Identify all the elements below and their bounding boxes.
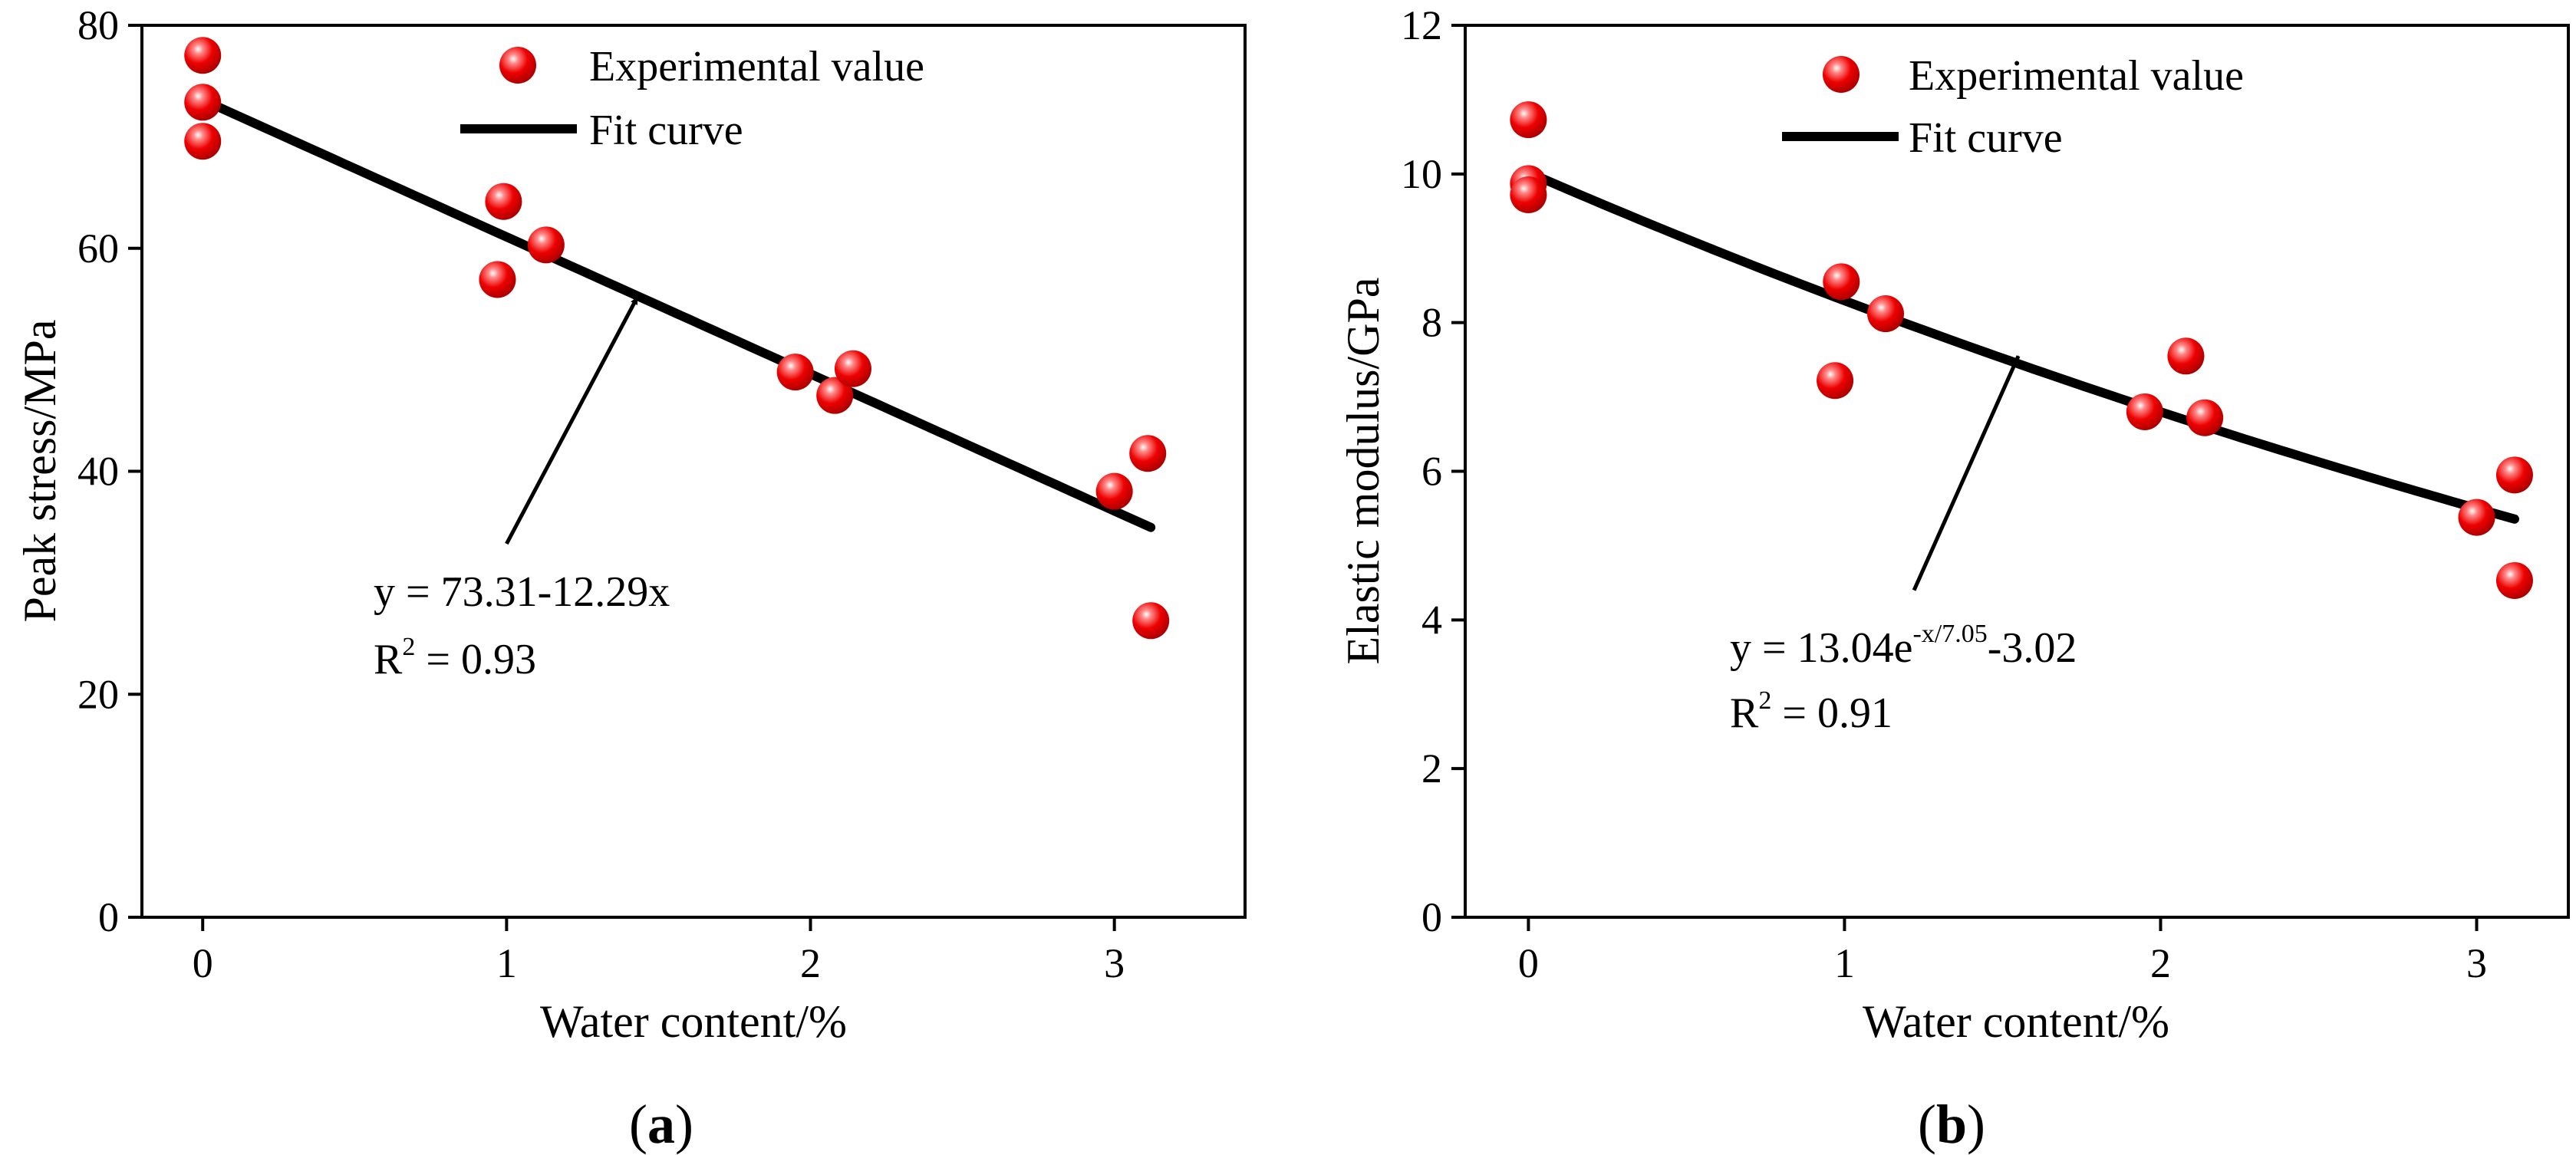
x-axis-label-a: Water content/% (540, 996, 847, 1047)
annotation-arrow-a (505, 296, 639, 545)
y-tick-label: 80 (77, 2, 119, 48)
data-point-b-11 (2495, 561, 2533, 599)
panel-label-b: (b) (1918, 1094, 1985, 1155)
data-point-b-3 (1817, 362, 1854, 400)
y-tick-label: 4 (1421, 597, 1442, 643)
r-squared-b: R2 = 0.91 (1730, 686, 1892, 737)
panel-letter-b: b (1936, 1094, 1967, 1155)
chart-panel-a: 0 1 2 3 0 20 40 60 80 Experimental value Fit cur… (15, 2, 1247, 1155)
data-point-b-8 (2186, 399, 2224, 436)
fit-equation-a: y = 73.31-12.29x (374, 568, 670, 616)
data-point-a-10 (1129, 435, 1167, 472)
x-tick-label: 3 (1104, 940, 1125, 986)
fit-curve-a (198, 95, 1156, 532)
r-squared-prefix-b: R (1730, 689, 1759, 737)
y-axis-label-b: Elastic modulus/GPa (1338, 278, 1388, 665)
data-point-b-0 (1510, 101, 1547, 139)
y-tick-label: 6 (1421, 449, 1442, 495)
y-axis-label-a: Peak stress/MPa (15, 320, 65, 623)
legend-point-marker-a (499, 47, 536, 84)
y-tick-label: 0 (1421, 894, 1442, 940)
x-tick-label: 1 (1834, 940, 1855, 986)
panel-paren-open-a: ( (629, 1094, 647, 1155)
data-points-a (184, 37, 1170, 640)
data-point-a-11 (1132, 602, 1170, 640)
y-tick-label: 12 (1401, 2, 1442, 48)
x-tick-label: 2 (2150, 940, 2171, 986)
legend-fit-label-a: Fit curve (589, 107, 743, 154)
y-tick-label: 2 (1421, 745, 1442, 791)
r-squared-value-b: = 0.91 (1771, 689, 1892, 737)
fit-equation-prefix-b: y = 13.04e (1730, 624, 1912, 672)
r-squared-value-a: = 0.93 (415, 636, 536, 683)
fit-equation-b: y = 13.04e-x/7.05-3.02 (1730, 620, 2077, 672)
legend-b: Experimental value Fit curve (1782, 52, 2244, 162)
data-point-a-0 (184, 37, 222, 74)
r-squared-a: R2 = 0.93 (374, 633, 536, 683)
legend-points-label-a: Experimental value (589, 43, 924, 90)
legend-fit-label-b: Fit curve (1909, 114, 2063, 162)
data-point-a-1 (184, 84, 222, 121)
data-point-b-6 (2126, 393, 2163, 430)
panel-letter-a: a (647, 1094, 675, 1155)
r-squared-sup-b: 2 (1758, 686, 1771, 715)
data-point-a-5 (527, 226, 565, 264)
x-tick-label: 0 (1518, 940, 1539, 986)
data-point-a-9 (1095, 472, 1133, 510)
tick-group-a: 0 1 2 3 0 20 40 60 80 (77, 2, 1125, 986)
y-tick-label: 0 (98, 894, 119, 940)
r-squared-sup-a: 2 (402, 633, 415, 661)
data-point-b-9 (2458, 499, 2495, 536)
data-point-b-2 (1510, 176, 1547, 213)
data-point-b-4 (1823, 263, 1860, 301)
fit-equation-suffix-b: -3.02 (1988, 624, 2077, 672)
y-tick-label: 20 (77, 671, 119, 717)
legend-a: Experimental value Fit curve (460, 43, 924, 154)
data-point-a-3 (479, 261, 516, 298)
data-point-a-4 (485, 183, 522, 220)
x-tick-label: 1 (496, 940, 517, 986)
y-tick-label: 8 (1421, 300, 1442, 346)
legend-point-marker-b (1823, 56, 1860, 93)
data-point-b-10 (2495, 456, 2533, 494)
y-tick-label: 60 (77, 225, 119, 271)
r-squared-prefix-a: R (374, 636, 403, 683)
y-tick-label: 40 (77, 449, 119, 495)
data-points-b (1510, 101, 2533, 599)
x-axis-label-b: Water content/% (1863, 996, 2169, 1047)
x-tick-label: 0 (193, 940, 213, 986)
panel-paren-close-a: ) (675, 1094, 693, 1155)
plot-frame-a (140, 24, 1247, 919)
x-tick-label: 3 (2466, 940, 2487, 986)
data-point-b-5 (1867, 295, 1905, 333)
panel-paren-open-b: ( (1918, 1094, 1936, 1155)
fit-curve-b (1524, 167, 2519, 524)
panel-label-a: (a) (629, 1094, 693, 1155)
annotation-arrow-b (1912, 355, 2021, 591)
panel-paren-close-b: ) (1967, 1094, 1985, 1155)
fit-equation-sup-b: -x/7.05 (1912, 620, 1987, 648)
data-point-a-8 (834, 350, 871, 387)
legend-points-label-b: Experimental value (1909, 52, 2244, 100)
y-tick-label: 10 (1401, 151, 1442, 197)
data-point-a-6 (776, 354, 814, 391)
data-point-a-7 (816, 377, 854, 414)
data-point-b-7 (2167, 337, 2205, 375)
x-tick-label: 2 (800, 940, 821, 986)
data-point-a-2 (184, 123, 222, 160)
